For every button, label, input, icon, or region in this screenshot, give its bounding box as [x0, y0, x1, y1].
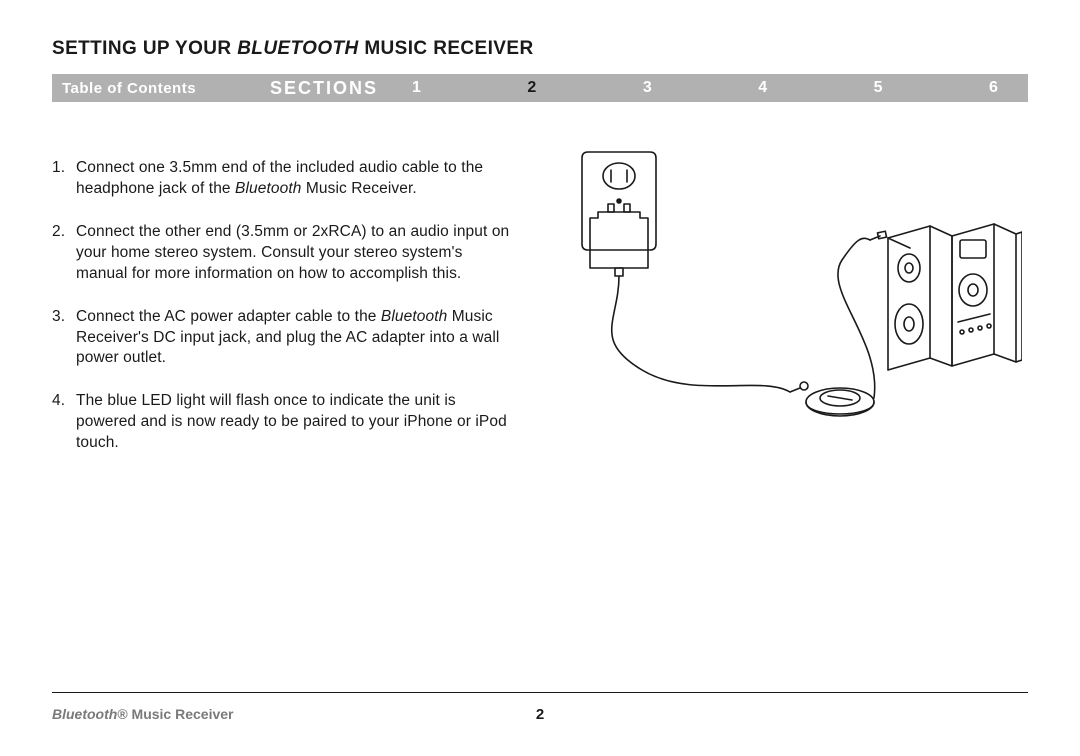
section-link-6[interactable]: 6	[989, 79, 998, 97]
diagram-svg	[522, 140, 1022, 460]
toc-label[interactable]: Table of Contents	[62, 80, 270, 97]
section-numbers: 1 2 3 4 5 6	[412, 79, 1028, 97]
sections-navbar: Table of Contents SECTIONS 1 2 3 4 5 6	[52, 74, 1028, 102]
footer-brand-italic: Bluetooth	[52, 706, 117, 722]
step-1: Connect one 3.5mm end of the included au…	[52, 158, 512, 200]
manual-page: SETTING UP YOUR BLUETOOTH MUSIC RECEIVER…	[0, 0, 1080, 756]
title-prefix: SETTING UP YOUR	[52, 38, 237, 59]
step-3: Connect the AC power adapter cable to th…	[52, 307, 512, 370]
steps-list: Connect one 3.5mm end of the included au…	[52, 158, 512, 454]
sections-label: SECTIONS	[270, 78, 412, 99]
step-2-pre: Connect the other end (3.5mm or 2xRCA) t…	[76, 223, 509, 282]
footer-page-number: 2	[536, 706, 544, 723]
page-title: SETTING UP YOUR BLUETOOTH MUSIC RECEIVER	[52, 38, 1028, 60]
step-1-em: Bluetooth	[235, 180, 301, 197]
footer-rule	[52, 692, 1028, 693]
section-link-2[interactable]: 2	[527, 79, 536, 97]
step-1-post: Music Receiver.	[301, 180, 416, 197]
step-3-em: Bluetooth	[381, 308, 447, 325]
footer-reg: ®	[117, 706, 127, 722]
page-footer: Bluetooth® Music Receiver 2	[52, 706, 1028, 722]
steps-column: Connect one 3.5mm end of the included au…	[52, 158, 512, 476]
setup-diagram	[512, 158, 1028, 476]
title-italic: BLUETOOTH	[237, 38, 358, 59]
section-link-4[interactable]: 4	[758, 79, 767, 97]
step-3-pre: Connect the AC power adapter cable to th…	[76, 308, 381, 325]
title-suffix: MUSIC RECEIVER	[359, 38, 534, 59]
footer-product: Bluetooth® Music Receiver	[52, 706, 234, 722]
section-link-5[interactable]: 5	[874, 79, 883, 97]
step-2: Connect the other end (3.5mm or 2xRCA) t…	[52, 222, 512, 285]
section-link-1[interactable]: 1	[412, 79, 421, 97]
section-link-3[interactable]: 3	[643, 79, 652, 97]
step-4: The blue LED light will flash once to in…	[52, 391, 512, 454]
footer-product-name: Music Receiver	[128, 706, 234, 722]
step-4-pre: The blue LED light will flash once to in…	[76, 392, 507, 451]
content-row: Connect one 3.5mm end of the included au…	[52, 158, 1028, 476]
